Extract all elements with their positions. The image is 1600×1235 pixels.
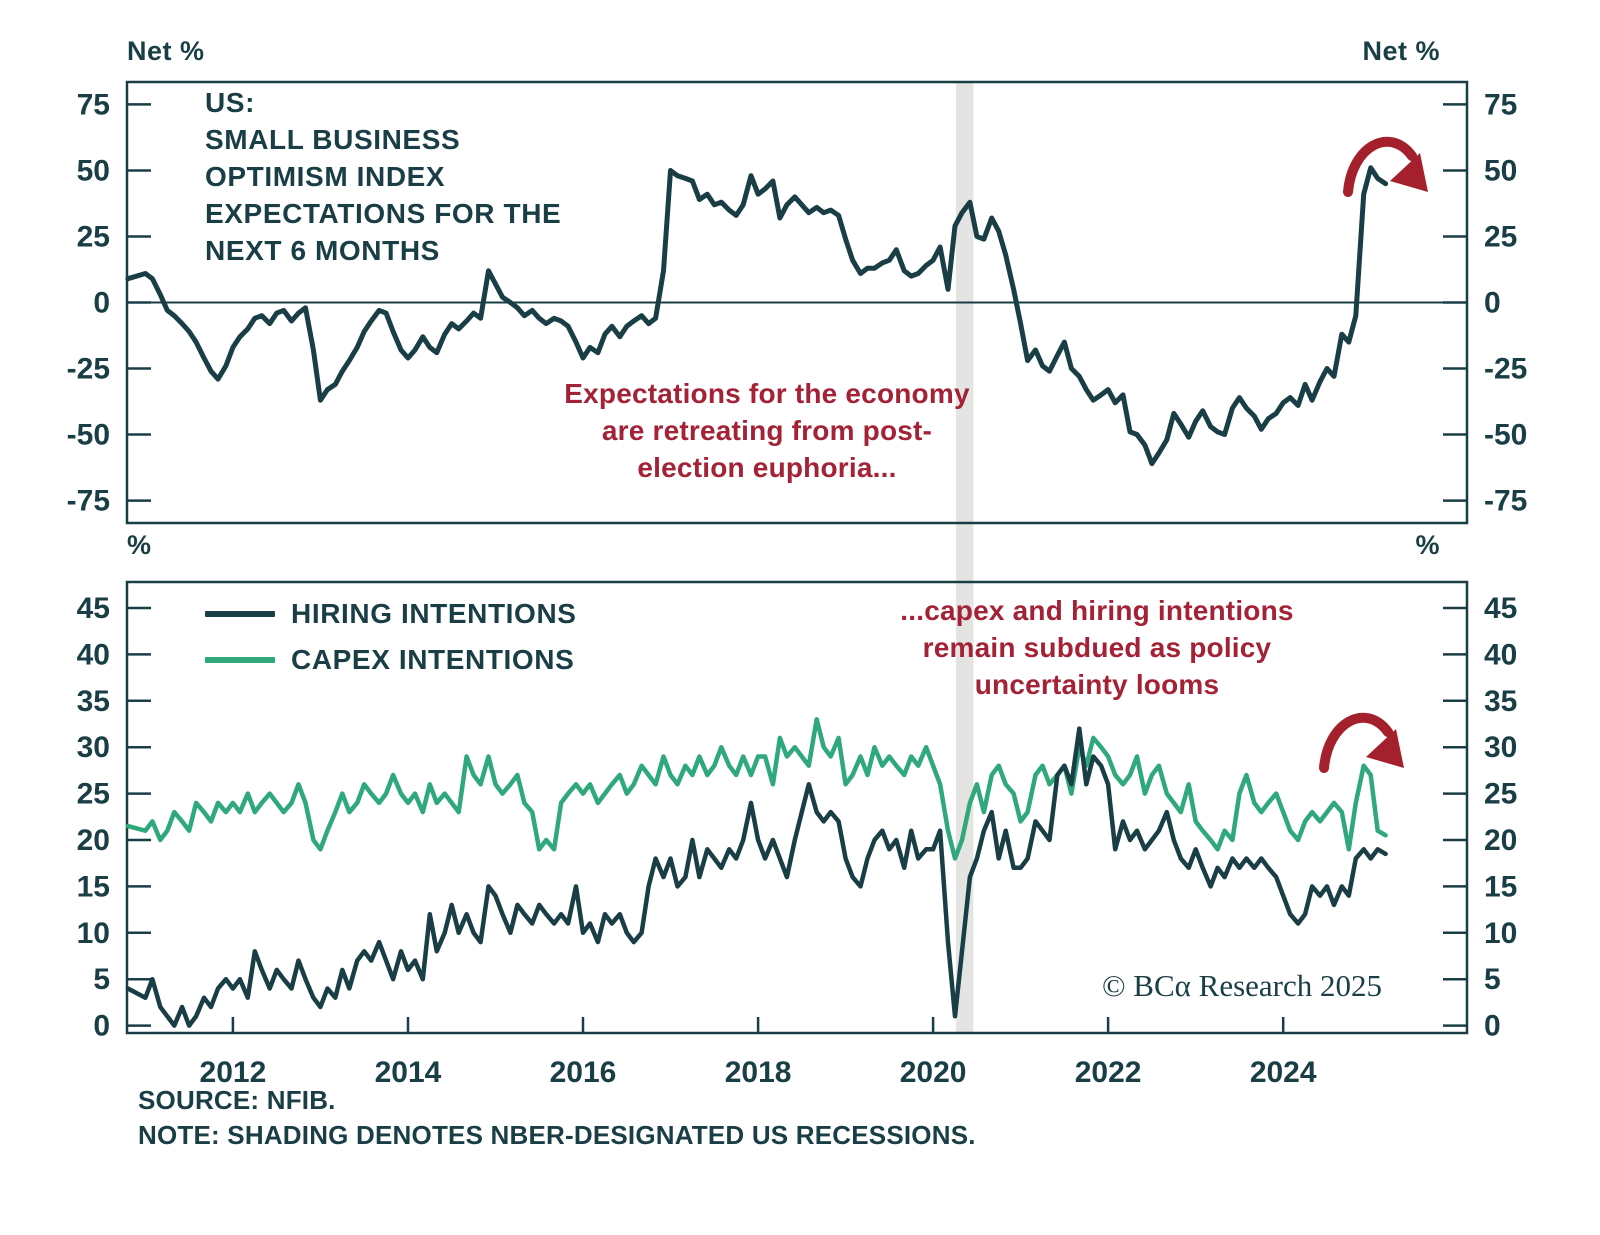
copyright: © BCα Research 2025	[1102, 968, 1382, 1003]
y-tick-label-left: 15	[77, 870, 110, 903]
annotation-line: remain subdued as policy	[922, 632, 1272, 663]
x-tick-label: 2022	[1075, 1056, 1142, 1089]
x-tick-label: 2014	[375, 1056, 442, 1089]
y-tick-label-right: 30	[1484, 731, 1517, 764]
y-tick-label-right: -75	[1484, 485, 1527, 518]
capex-intentions-line	[125, 717, 1388, 861]
x-tick-label: 2012	[200, 1056, 267, 1089]
footer-source: SOURCE: NFIB.	[138, 1085, 336, 1115]
top-annotation: Expectations for the economy are retreat…	[564, 375, 969, 486]
bottom-plot-border	[125, 580, 1469, 1035]
bottom-right-axis-unit: %	[1415, 530, 1440, 560]
y-tick-label-right: 5	[1484, 963, 1501, 996]
title-line: SMALL BUSINESS	[205, 124, 461, 155]
y-tick-label-right: 40	[1484, 638, 1517, 671]
y-tick-label-right: 15	[1484, 870, 1517, 903]
y-tick-label-right: -50	[1484, 419, 1527, 452]
y-tick-label-right: 0	[1484, 287, 1501, 320]
y-tick-label-right: -25	[1484, 353, 1527, 386]
capex-legend-label: CAPEX INTENTIONS	[291, 644, 575, 675]
annotation-line: ...capex and hiring intentions	[900, 595, 1294, 626]
y-tick-label-left: 5	[93, 963, 110, 996]
footer-note: NOTE: SHADING DENOTES NBER-DESIGNATED US…	[138, 1120, 976, 1150]
annotation-line: uncertainty looms	[974, 669, 1220, 700]
y-tick-label-left: 25	[77, 221, 110, 254]
y-tick-label-right: 0	[1484, 1010, 1501, 1043]
x-tick-label: 2018	[725, 1056, 792, 1089]
top-chart-title: US: SMALL BUSINESS OPTIMISM INDEX EXPECT…	[205, 84, 561, 269]
title-line: US:	[205, 87, 256, 118]
title-line: EXPECTATIONS FOR THE	[205, 198, 562, 229]
top-right-axis-unit: Net %	[1362, 36, 1440, 66]
y-tick-label-right: 75	[1484, 88, 1517, 121]
x-tick-label: 2020	[900, 1056, 967, 1089]
y-tick-label-left: 30	[77, 731, 110, 764]
hiring-legend-line	[205, 611, 275, 617]
y-tick-label-right: 35	[1484, 685, 1517, 718]
title-line: NEXT 6 MONTHS	[205, 235, 440, 266]
bottom-annotation: ...capex and hiring intentions remain su…	[900, 592, 1293, 703]
y-tick-label-left: 20	[77, 824, 110, 857]
y-tick-label-left: 75	[77, 88, 110, 121]
top-left-axis-unit: Net %	[127, 36, 205, 66]
y-tick-label-left: 0	[93, 1010, 110, 1043]
y-tick-label-left: 50	[77, 155, 110, 188]
capex-legend-line	[205, 657, 275, 663]
annotation-line: Expectations for the economy	[564, 378, 970, 409]
y-tick-label-left: 0	[93, 287, 110, 320]
optimism-expectations-line	[125, 165, 1389, 467]
y-tick-label-right: 25	[1484, 221, 1517, 254]
downturn-arrow-icon-top	[1348, 142, 1428, 192]
y-tick-label-right: 50	[1484, 155, 1517, 188]
y-tick-label-right: 25	[1484, 778, 1517, 811]
title-line: OPTIMISM INDEX	[205, 161, 446, 192]
x-tick-label: 2016	[550, 1056, 617, 1089]
y-tick-label-left: 35	[77, 685, 110, 718]
y-tick-label-right: 20	[1484, 824, 1517, 857]
top-plot-border	[125, 80, 1469, 525]
y-tick-label-left: -75	[67, 485, 110, 518]
y-tick-label-left: -50	[67, 419, 110, 452]
annotation-line: election euphoria...	[637, 452, 897, 483]
y-tick-label-right: 45	[1484, 592, 1517, 625]
x-tick-label: 2024	[1250, 1056, 1317, 1089]
recession-shading	[955, 83, 974, 1032]
hiring-intentions-line	[125, 726, 1388, 1028]
downturn-arrow-icon-bottom	[1324, 718, 1404, 768]
y-tick-label-right: 10	[1484, 917, 1517, 950]
y-tick-label-left: -25	[67, 353, 110, 386]
y-tick-label-left: 45	[77, 592, 110, 625]
bottom-left-axis-unit: %	[127, 530, 152, 560]
hiring-legend-label: HIRING INTENTIONS	[291, 598, 577, 629]
annotation-line: are retreating from post-	[601, 415, 933, 446]
y-tick-label-left: 25	[77, 778, 110, 811]
y-tick-label-left: 10	[77, 917, 110, 950]
y-tick-label-left: 40	[77, 638, 110, 671]
